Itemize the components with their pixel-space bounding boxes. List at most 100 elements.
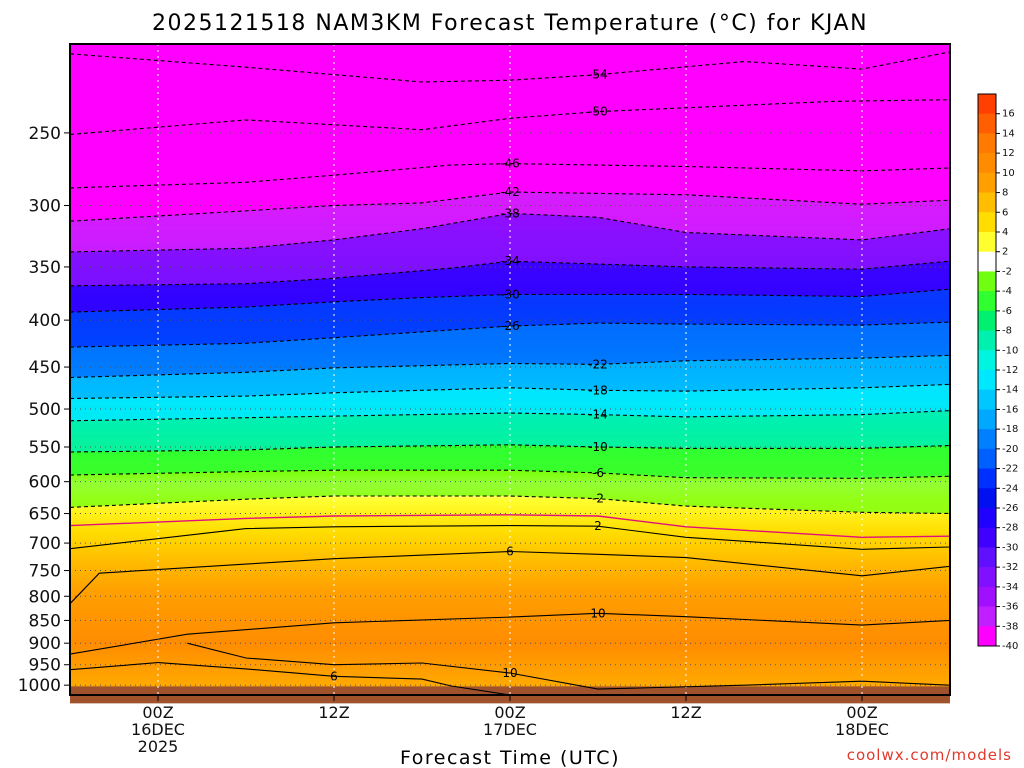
temperature-band (70, 99, 950, 188)
y-tick-label: 550 (29, 438, 61, 458)
colorbar-swatch (978, 271, 996, 292)
plot-area: -54-50-46-42-38-34-30-26-22-18-14-10-6-2… (69, 43, 951, 704)
colorbar-swatch (978, 606, 996, 627)
colorbar-label: 12 (1002, 148, 1015, 159)
isotherm-label: -22 (588, 357, 608, 371)
isotherm-line (70, 288, 950, 313)
x-tick-label: 18DEC (835, 720, 889, 739)
x-tick-label: 12Z (318, 703, 349, 722)
colorbar-label: -16 (1002, 404, 1018, 415)
colorbar-swatch (978, 567, 996, 588)
isotherm-line (70, 99, 950, 136)
temperature-band (70, 261, 950, 313)
colorbar-label: -2 (1002, 266, 1012, 277)
colorbar-label: -4 (1002, 286, 1012, 297)
colorbar-swatch (978, 94, 996, 115)
colorbar-swatch (978, 547, 996, 568)
colorbar-label: 16 (1002, 109, 1015, 120)
isotherm-label: 2 (594, 519, 602, 533)
colorbar-swatch (978, 232, 996, 253)
y-tick-label: 700 (29, 534, 61, 554)
y-axis: 250 300 350 400 450 500 550 600 650 700 750 800 850 9… (18, 124, 70, 696)
colorbar-swatch (978, 113, 996, 134)
y-tick-label: 300 (29, 197, 61, 217)
colorbar-swatch (978, 488, 996, 509)
colorbar-label: 4 (1002, 227, 1008, 238)
colorbar-label: 14 (1002, 128, 1015, 139)
x-tick-label: 00Z (142, 703, 173, 722)
temperature-band (70, 470, 950, 514)
colorbar-label: -30 (1002, 542, 1018, 553)
colorbar-label: -20 (1002, 444, 1018, 455)
isotherm-label: -18 (588, 383, 608, 397)
y-tick-label: 450 (29, 358, 61, 378)
x-tick-label: 00Z (494, 703, 525, 722)
colorbar-label: -28 (1002, 523, 1018, 534)
isotherm-label: -14 (588, 408, 608, 422)
isotherms: -54-50-46-42-38-34-30-26-22-18-14-10-6-2… (70, 51, 950, 695)
isotherm-label: -26 (500, 319, 520, 333)
colorbar-swatch (978, 350, 996, 371)
isotherm-line (70, 525, 950, 550)
isotherm-line (70, 662, 511, 695)
isotherm-line (70, 469, 950, 479)
isotherm-label: -34 (500, 254, 520, 268)
colorbar-swatch (978, 212, 996, 233)
grid-lines (70, 44, 950, 695)
colorbar-swatch (978, 251, 996, 272)
isotherm-line (70, 410, 950, 422)
isotherm-line (70, 212, 950, 253)
colorbar-swatch (978, 192, 996, 213)
isotherm-line (70, 383, 950, 400)
colorbar-label: -18 (1002, 424, 1018, 435)
y-tick-label: 350 (29, 258, 61, 278)
x-tick-label: 00Z (846, 703, 877, 722)
isotherm-label: 6 (330, 669, 338, 683)
isotherm-line (187, 642, 950, 690)
isotherm-label: -46 (500, 157, 520, 171)
isotherm-label: -30 (500, 287, 520, 301)
colorbar-swatch (978, 429, 996, 450)
isotherm-line (70, 163, 950, 189)
colorbar-label: 10 (1002, 168, 1015, 179)
colorbar-swatch (978, 133, 996, 154)
colorbar-label: -40 (1002, 641, 1018, 652)
temperature-band (70, 384, 950, 421)
colorbar-swatch (978, 153, 996, 174)
chart-title: 2025121518 NAM3KM Forecast Temperature (… (152, 11, 868, 36)
isotherm-line (70, 51, 950, 83)
colorbar-label: -32 (1002, 562, 1018, 573)
isotherm-line (70, 550, 950, 605)
isotherm-line (70, 354, 950, 379)
isotherm-line (70, 612, 950, 655)
colorbar-swatch (978, 468, 996, 489)
colorbar-swatch (978, 409, 996, 430)
colorbar-swatch (978, 626, 996, 647)
y-tick-label: 850 (29, 611, 61, 631)
isotherm-label: -6 (592, 466, 604, 480)
isotherm-label: -42 (500, 185, 520, 199)
x-tick-label: 17DEC (483, 720, 537, 739)
y-tick-label: 650 (29, 505, 61, 525)
isotherm-line (70, 321, 950, 348)
colorbar-swatch (978, 330, 996, 351)
y-tick-label: 1000 (18, 676, 61, 696)
colorbar-swatch (978, 586, 996, 608)
colorbar-label: -14 (1002, 385, 1018, 396)
colorbar-label: -24 (1002, 483, 1018, 494)
y-tick-label: 750 (29, 562, 61, 582)
isotherm-line (70, 495, 950, 515)
isotherm-line (70, 444, 950, 453)
isotherm-label: -54 (588, 68, 608, 82)
colorbar-swatch (978, 370, 996, 391)
isotherm-label: -50 (588, 105, 608, 119)
isotherm-label: 6 (506, 545, 514, 559)
temperature-band (70, 289, 950, 348)
colorbar-label: -26 (1002, 503, 1018, 514)
temperature-band (70, 444, 950, 479)
temperature-band (70, 355, 950, 399)
isotherm-line (70, 191, 950, 222)
temperature-band (70, 322, 950, 378)
